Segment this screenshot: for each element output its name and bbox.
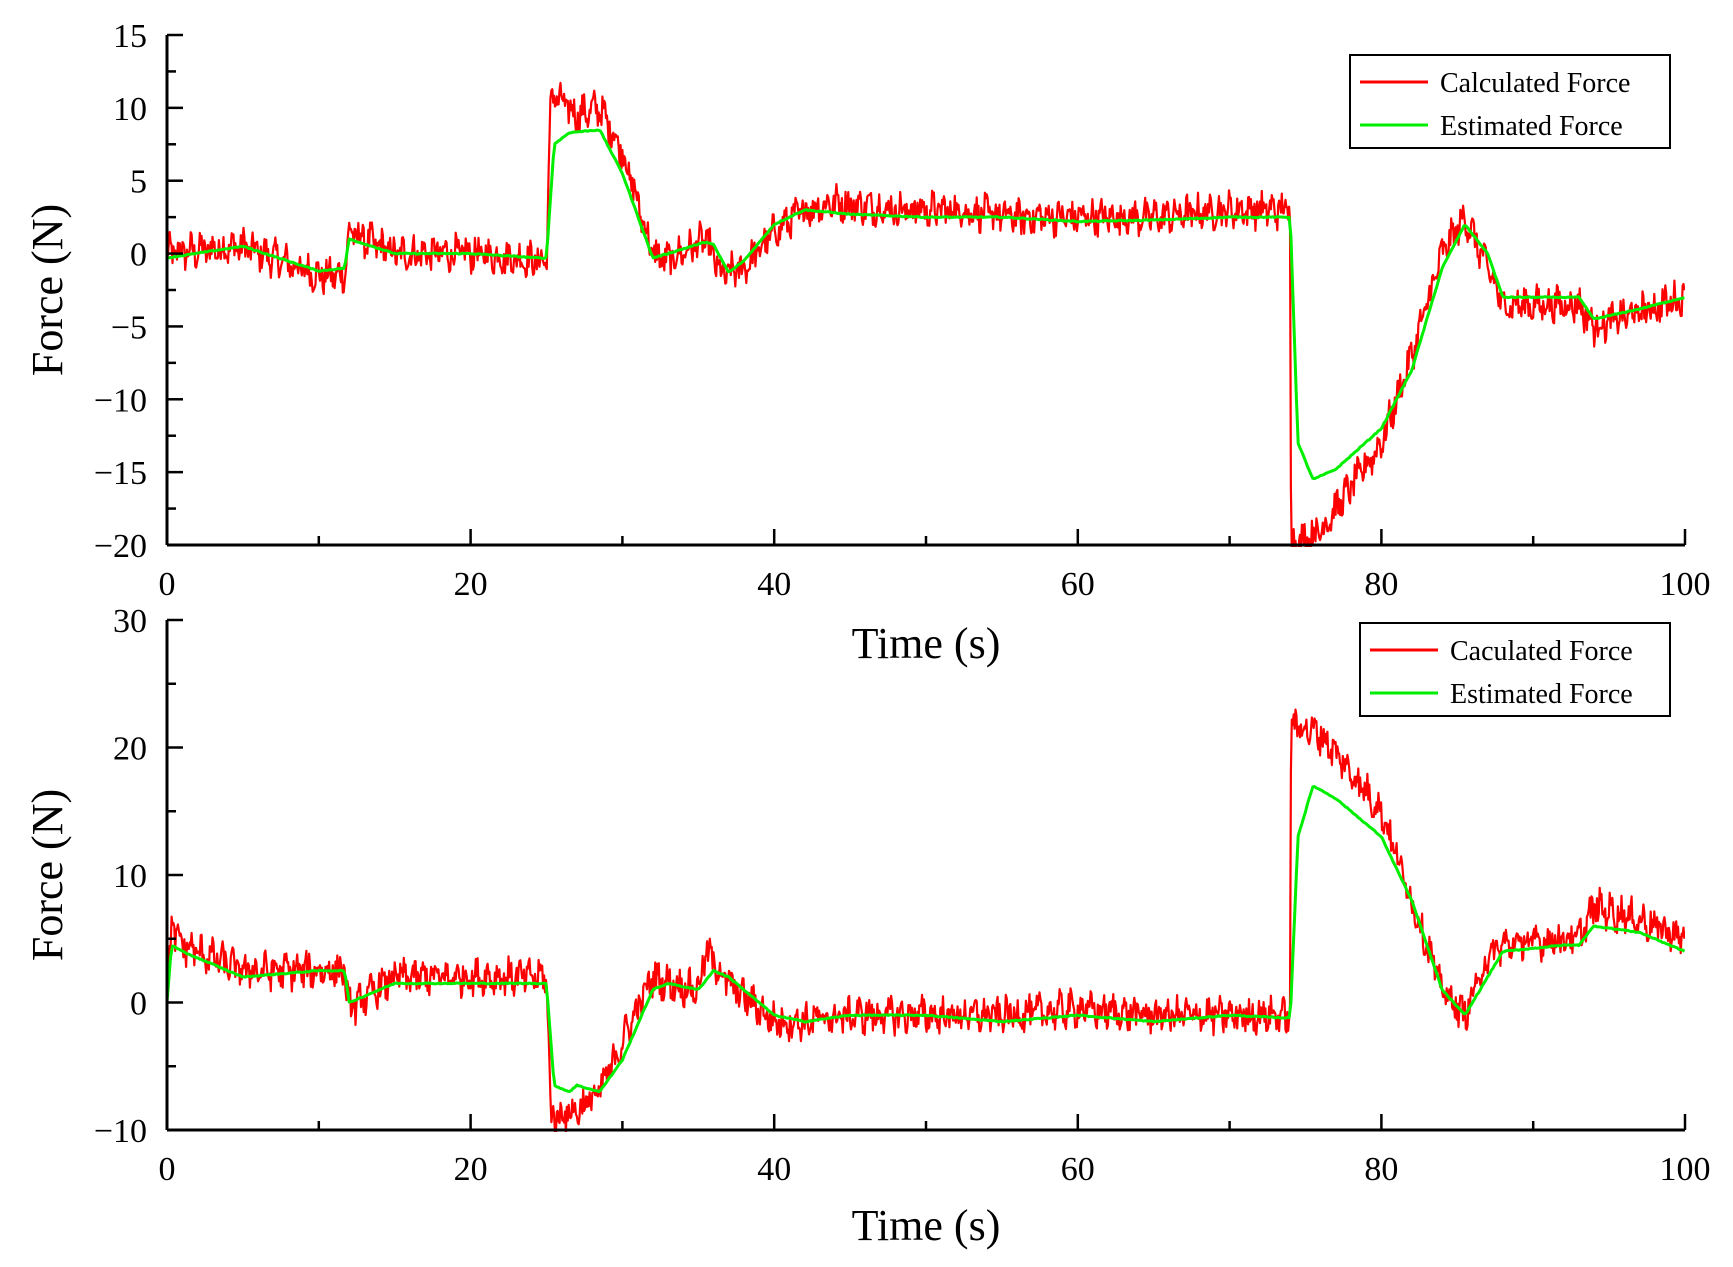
y-tick-label: 10 xyxy=(113,858,147,895)
legend-label: Estimated Force xyxy=(1450,679,1633,710)
y-axis-title: Force (N) xyxy=(23,204,72,376)
y-tick-label: −10 xyxy=(94,382,147,419)
x-tick-label: 100 xyxy=(1660,1151,1711,1188)
legend-box xyxy=(1359,622,1671,717)
bottom-force-chart: 0 20 40 60 80 100 −10 0 10 20 30 Time (s) Force (N) C… xyxy=(23,603,1711,1250)
legend: Calculated Force Estimated Force xyxy=(1349,54,1671,149)
x-tick-label: 0 xyxy=(159,1151,176,1188)
x-tick-label: 0 xyxy=(159,566,176,603)
legend-label: Calculated Force xyxy=(1440,68,1630,99)
x-tick-label: 80 xyxy=(1364,1151,1398,1188)
y-axis-title: Force (N) xyxy=(23,789,72,961)
y-tick-label: 10 xyxy=(113,91,147,128)
estimated-force-line xyxy=(167,785,1685,1094)
y-tick-label: 0 xyxy=(130,237,147,274)
y-tick-label: −15 xyxy=(94,455,147,492)
legend: Caculated Force Estimated Force xyxy=(1359,622,1671,717)
x-axis-title: Time (s) xyxy=(852,619,1001,668)
legend-label: Estimated Force xyxy=(1440,111,1623,142)
y-tick-label: 5 xyxy=(130,164,147,201)
legend-box xyxy=(1349,54,1671,149)
calculated-force-line xyxy=(167,81,1685,547)
calculated-force-line xyxy=(167,708,1685,1132)
plot-area xyxy=(167,708,1685,1132)
x-tick-label: 60 xyxy=(1061,1151,1095,1188)
y-tick-label: 20 xyxy=(113,731,147,768)
x-tick-label: 100 xyxy=(1660,566,1711,603)
x-tick-label: 20 xyxy=(454,566,488,603)
top-force-chart: 0 20 40 60 80 100 −20 −15 −10 −5 0 5 10 15 Time (s) For… xyxy=(23,18,1711,668)
y-tick-label: −5 xyxy=(111,309,147,346)
x-tick-label: 20 xyxy=(454,1151,488,1188)
y-tick-label: 30 xyxy=(113,603,147,640)
x-tick-label: 80 xyxy=(1364,566,1398,603)
x-tick-label: 40 xyxy=(757,1151,791,1188)
y-tick-label: 15 xyxy=(113,18,147,55)
estimated-force-line xyxy=(167,128,1685,481)
plot-area xyxy=(167,81,1685,547)
y-tick-label: −10 xyxy=(94,1113,147,1150)
legend-label: Caculated Force xyxy=(1450,636,1633,667)
y-tick-label: −20 xyxy=(94,528,147,565)
x-tick-label: 60 xyxy=(1061,566,1095,603)
x-tick-label: 40 xyxy=(757,566,791,603)
x-axis-title: Time (s) xyxy=(852,1201,1001,1250)
y-tick-label: 0 xyxy=(130,986,147,1023)
